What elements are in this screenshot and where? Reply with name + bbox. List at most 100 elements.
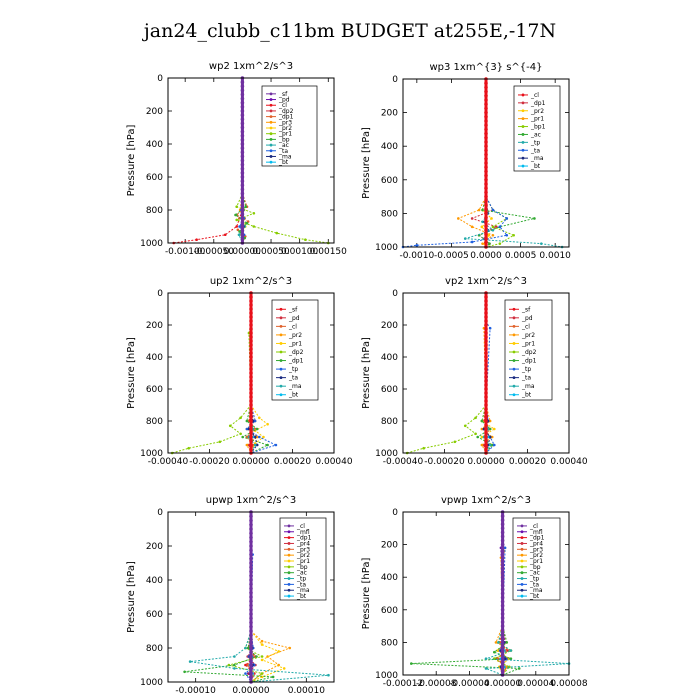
- main-profile-marker: [249, 395, 253, 399]
- main-profile-marker: [500, 534, 505, 539]
- main-profile-marker: [484, 383, 488, 387]
- main-profile-marker: [484, 415, 488, 419]
- legend-marker: [520, 547, 524, 551]
- legend-label: _pd: [278, 97, 290, 104]
- main-profile-marker: [249, 646, 253, 650]
- data-point: [237, 233, 241, 237]
- legend-label: _pd: [521, 315, 533, 322]
- figure-title: jan24_clubb_c11bm BUDGET at255E,-17N: [143, 20, 557, 42]
- main-profile-marker: [240, 146, 245, 150]
- main-profile-marker: [484, 89, 488, 94]
- y-tick-label: 800: [146, 644, 163, 654]
- main-profile-marker: [484, 178, 488, 182]
- data-point: [470, 240, 474, 244]
- legend-marker: [269, 149, 273, 153]
- legend-label: _dp1: [521, 358, 537, 365]
- legend-marker: [279, 384, 283, 388]
- data-point: [463, 237, 467, 240]
- series-line-dp2: [172, 293, 252, 454]
- data-point: [422, 446, 426, 450]
- main-profile-marker: [249, 539, 253, 544]
- main-profile-marker: [249, 556, 253, 561]
- main-profile-marker: [249, 675, 253, 680]
- main-profile-marker: [240, 171, 245, 175]
- y-tick-label: 0: [392, 508, 398, 518]
- legend-marker: [287, 571, 291, 575]
- main-profile-marker: [240, 179, 245, 183]
- data-point: [235, 218, 238, 222]
- x-tick-label: -0.00010: [175, 686, 216, 696]
- plot-frame: [402, 292, 570, 454]
- main-profile-marker: [500, 559, 505, 563]
- data-point: [512, 233, 515, 237]
- main-profile-marker: [249, 620, 253, 625]
- main-profile-marker: [500, 550, 505, 555]
- main-profile-marker: [500, 514, 505, 518]
- legend-label: _ac: [278, 142, 289, 149]
- main-profile-marker: [500, 599, 505, 604]
- main-profile-marker: [500, 563, 505, 567]
- main-profile-marker: [249, 535, 253, 540]
- main-profile-marker: [240, 133, 245, 138]
- data-point: [533, 217, 536, 220]
- y-tick-label: 0: [157, 289, 163, 299]
- y-tick-label: 200: [381, 321, 398, 331]
- data-point: [415, 244, 419, 247]
- data-point: [503, 546, 507, 550]
- legend-marker: [287, 594, 291, 598]
- legend-marker: [279, 307, 283, 311]
- main-profile-marker: [500, 603, 505, 608]
- legend-label: _ac: [529, 570, 540, 577]
- main-profile-marker: [249, 427, 253, 431]
- data-point: [238, 230, 241, 233]
- x-tick-label: 0.0010: [539, 251, 571, 261]
- main-profile-marker: [249, 552, 253, 557]
- data-point: [255, 655, 258, 658]
- legend-label: _tp: [296, 576, 306, 583]
- main-profile-marker: [249, 637, 253, 642]
- main-profile-marker: [249, 383, 253, 387]
- main-profile-marker: [240, 199, 245, 204]
- legend-marker: [279, 324, 283, 328]
- main-profile-marker: [249, 654, 253, 659]
- legend-label: _ta: [521, 375, 531, 382]
- main-profile-marker: [484, 435, 488, 439]
- main-profile-marker: [484, 367, 488, 371]
- x-tick-label: 0.00000: [467, 457, 504, 467]
- data-point: [271, 675, 275, 679]
- legend-label: _bp: [529, 564, 541, 571]
- data-point: [245, 419, 249, 423]
- x-tick-label: -0.00040: [148, 457, 189, 467]
- main-profile-marker: [249, 387, 253, 391]
- main-profile-marker: [249, 435, 253, 439]
- data-point: [239, 432, 242, 436]
- main-profile-marker: [500, 628, 505, 632]
- legend-marker: [512, 316, 516, 320]
- legend-label: _pr1: [288, 340, 302, 347]
- x-tick-label: 0.00000: [224, 247, 261, 257]
- main-profile-marker: [500, 546, 505, 551]
- main-profile-marker: [500, 632, 505, 637]
- y-tick-label: 800: [381, 638, 398, 648]
- main-profile-marker: [484, 431, 488, 435]
- data-point: [497, 641, 500, 644]
- y-tick-label: 400: [146, 353, 163, 363]
- main-profile-marker: [240, 224, 245, 229]
- legend-label: _ma: [296, 587, 310, 594]
- data-point: [476, 435, 480, 439]
- legend-marker: [512, 350, 516, 354]
- main-profile-marker: [249, 431, 253, 435]
- data-point: [493, 427, 496, 431]
- main-profile-marker: [249, 522, 253, 527]
- x-tick-label: 0.00100: [281, 247, 318, 257]
- main-profile-marker: [500, 669, 505, 673]
- y-axis-label: Pressure [hPa]: [126, 337, 137, 409]
- main-profile-marker: [484, 157, 488, 161]
- main-profile-marker: [249, 447, 253, 451]
- main-profile-marker: [240, 138, 245, 142]
- y-tick-label: 200: [146, 107, 163, 117]
- main-profile-marker: [484, 339, 488, 343]
- main-profile-marker: [240, 96, 245, 101]
- y-tick-label: 0: [157, 74, 163, 84]
- main-profile-marker: [484, 215, 488, 220]
